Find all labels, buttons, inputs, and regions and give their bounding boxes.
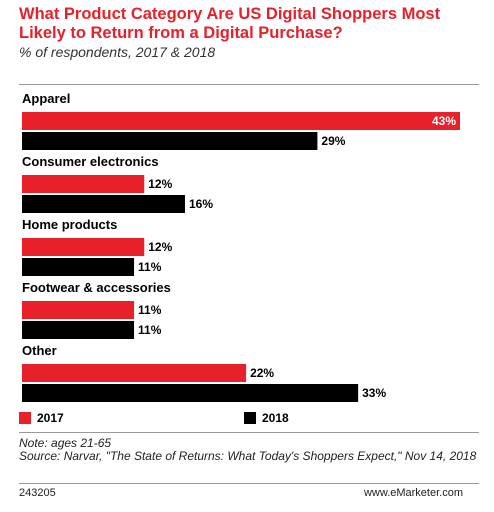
- bar-2018-consumer-electronics: [22, 195, 185, 213]
- bar-2018-home-products: [22, 258, 135, 276]
- chart-title: What Product Category Are US Digital Sho…: [19, 5, 441, 42]
- category-label-other: Other: [22, 343, 57, 358]
- legend-swatch-2018: [244, 412, 256, 424]
- brand-link[interactable]: www.eMarketer.com: [363, 487, 463, 499]
- value-label-2018-footwear-accessories: 11%: [138, 323, 162, 337]
- source-text: Source: Narvar, "The State of Returns: W…: [19, 449, 477, 463]
- header-divider: [19, 84, 479, 85]
- bar-2018-other: [22, 384, 359, 402]
- value-label-2017-consumer-electronics: 12%: [148, 177, 172, 191]
- category-label-home-products: Home products: [22, 217, 117, 232]
- value-label-2018-home-products: 11%: [138, 260, 162, 274]
- value-label-2017-other: 22%: [250, 366, 274, 380]
- bar-2017-footwear-accessories: [22, 301, 135, 319]
- value-label-2017-footwear-accessories: 11%: [138, 303, 162, 317]
- bar-chart: Apparel 43% 29% Consumer electronics 12% 16% H…: [22, 91, 460, 402]
- bar-2018-apparel: [22, 132, 318, 150]
- category-label-apparel: Apparel: [22, 91, 70, 106]
- legend-label-2017: 2017: [37, 411, 64, 425]
- category-label-footwear-accessories: Footwear & accessories: [22, 280, 171, 295]
- bar-2018-footwear-accessories: [22, 321, 135, 339]
- value-label-2018-consumer-electronics: 16%: [189, 197, 213, 211]
- legend-item-2017: 2017: [19, 411, 64, 425]
- bar-2017-apparel: [22, 112, 460, 130]
- bottom-divider: [19, 483, 479, 484]
- legend-label-2018: 2018: [262, 411, 289, 425]
- bar-2017-consumer-electronics: [22, 175, 145, 193]
- footnote: Note: ages 21-65 Source: Narvar, "The St…: [19, 437, 481, 463]
- chart-id: 243205: [19, 487, 56, 499]
- legend-swatch-2017: [19, 412, 31, 424]
- value-label-2018-other: 33%: [362, 386, 386, 400]
- footer-divider: [19, 432, 479, 433]
- bar-2017-home-products: [22, 238, 145, 256]
- value-label-2018-apparel: 29%: [321, 134, 345, 148]
- category-label-consumer-electronics: Consumer electronics: [22, 154, 159, 169]
- bar-2017-other: [22, 364, 247, 382]
- value-label-2017-apparel: 43%: [432, 114, 456, 128]
- note-text: Note: ages 21-65: [19, 436, 112, 450]
- chart-subtitle: % of respondents, 2017 & 2018: [19, 44, 216, 60]
- legend-item-2018: 2018: [244, 411, 289, 425]
- value-label-2017-home-products: 12%: [148, 240, 172, 254]
